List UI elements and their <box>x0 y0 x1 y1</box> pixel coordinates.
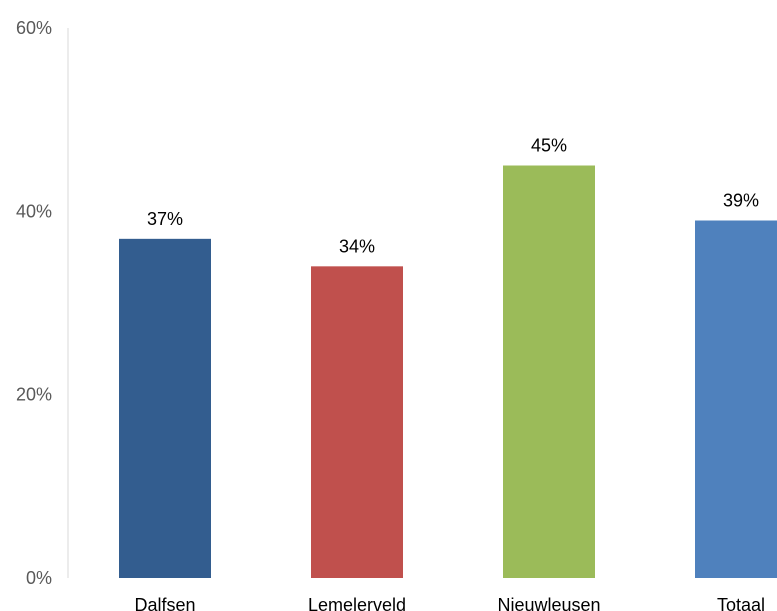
data-label: 45% <box>531 136 567 156</box>
category-label: Totaal <box>717 595 765 611</box>
bar-lemelerveld <box>311 266 403 578</box>
category-label: Nieuwleusen <box>497 595 600 611</box>
bar-totaal <box>695 220 777 578</box>
y-axis-ticks: 0% 20% 40% 60% <box>16 18 52 588</box>
bar-nieuwleusen <box>503 165 595 578</box>
category-label: Dalfsen <box>134 595 195 611</box>
y-tick-label: 40% <box>16 201 52 221</box>
data-label: 39% <box>723 191 759 211</box>
y-tick-label: 60% <box>16 18 52 38</box>
bars-group <box>119 165 777 579</box>
y-tick-label: 0% <box>26 568 52 588</box>
bar-dalfsen <box>119 238 211 579</box>
category-label: Lemelerveld <box>308 595 406 611</box>
data-label: 34% <box>339 236 375 256</box>
category-labels-group: Dalfsen Lemelerveld Nieuwleusen Totaal <box>134 595 765 611</box>
y-tick-label: 20% <box>16 385 52 405</box>
data-label: 37% <box>147 209 183 229</box>
data-labels-group: 37% 34% 45% 39% <box>147 136 759 257</box>
